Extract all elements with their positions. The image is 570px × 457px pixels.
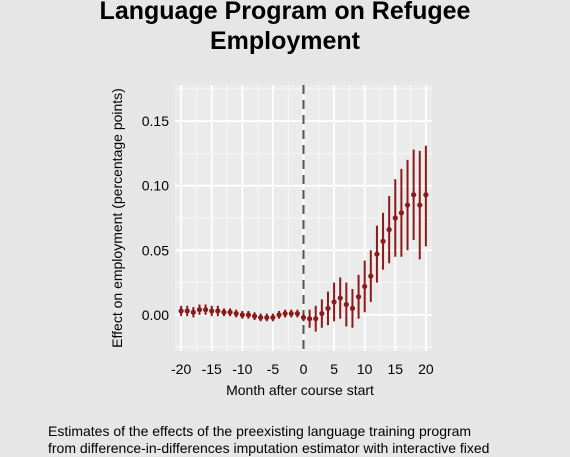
data-point <box>178 308 184 314</box>
x-tick-label: -10 <box>232 361 252 377</box>
x-tick-label: 20 <box>418 361 434 377</box>
y-tick-labels: 0.00 0.05 0.10 0.15 <box>142 113 169 323</box>
data-point <box>196 307 203 313</box>
data-point <box>404 202 411 208</box>
data-point <box>423 192 429 198</box>
data-point <box>202 307 209 313</box>
data-point <box>331 299 337 305</box>
data-point <box>343 301 349 308</box>
x-axis-label: Month after course start <box>226 382 374 398</box>
data-point <box>239 312 245 318</box>
data-point <box>349 305 356 311</box>
data-point <box>221 309 227 315</box>
caption-line-1: Estimates of the effects of the preexist… <box>48 423 472 439</box>
data-point <box>276 312 282 318</box>
data-point <box>233 310 239 317</box>
x-tick-label: 0 <box>300 361 308 377</box>
data-point <box>190 309 196 315</box>
data-point <box>227 309 233 315</box>
data-point <box>209 308 215 314</box>
data-point <box>374 251 380 257</box>
data-point <box>282 310 288 317</box>
data-point <box>215 308 221 314</box>
points <box>178 192 429 322</box>
x-tick-label: -15 <box>202 361 222 377</box>
data-point <box>337 295 343 301</box>
y-tick-label: 0.05 <box>142 242 169 258</box>
data-point <box>294 310 300 317</box>
data-point <box>368 273 374 279</box>
y-axis-label: Effect on employment (percentage points) <box>109 88 125 348</box>
x-tick-labels: -20 -15 -10 -5 0 5 10 15 20 <box>171 361 434 377</box>
data-point <box>270 314 276 321</box>
x-tick-label: 10 <box>357 361 373 377</box>
data-point <box>184 308 190 314</box>
chart-title-line-1: Language Program on Refugee <box>99 0 471 25</box>
data-point <box>258 314 264 321</box>
data-point <box>319 310 325 317</box>
data-point <box>307 316 313 322</box>
x-tick-label: 5 <box>330 361 338 377</box>
data-point <box>398 210 405 216</box>
caption-line-2: from difference-in-differences imputatio… <box>48 440 490 456</box>
y-tick-label: 0.15 <box>142 113 169 129</box>
y-tick-label: 0.10 <box>142 178 169 194</box>
x-tick-label: 15 <box>387 361 403 377</box>
data-point <box>251 313 258 319</box>
data-point <box>245 312 252 318</box>
data-point <box>264 314 270 321</box>
data-point <box>362 283 368 290</box>
data-point <box>417 202 423 208</box>
data-point <box>313 316 319 322</box>
data-point <box>380 238 386 244</box>
data-point <box>392 215 398 221</box>
data-point <box>355 294 362 300</box>
data-point <box>325 305 331 311</box>
x-tick-label: -5 <box>267 361 280 377</box>
y-tick-label: 0.00 <box>142 307 169 323</box>
data-point <box>411 192 417 198</box>
data-point <box>288 310 294 317</box>
data-point <box>386 227 392 233</box>
chart-title-line-2: Employment <box>209 27 361 55</box>
data-point <box>300 314 307 321</box>
x-tick-label: -20 <box>171 361 191 377</box>
